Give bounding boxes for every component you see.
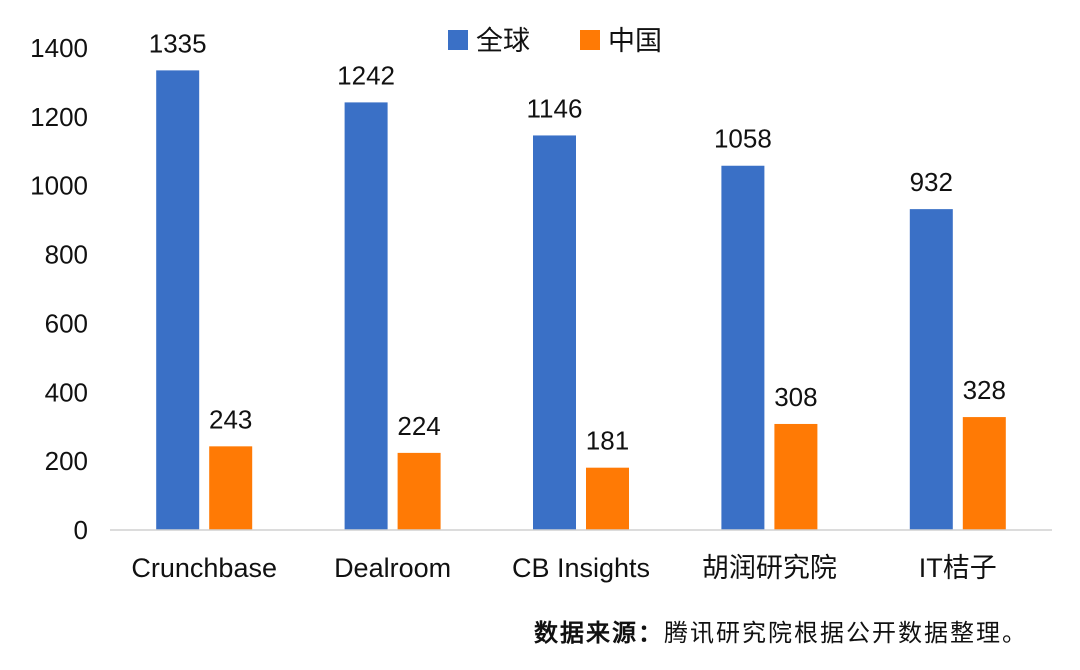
- bars: 1335 243 1242 224 1146 181 1058 308 932 328: [149, 28, 1006, 530]
- y-tick-label: 200: [45, 446, 88, 476]
- y-axis: 0 200 400 600 800 1000 1200 1400: [30, 33, 88, 545]
- data-label: 181: [586, 426, 629, 456]
- legend-label: 中国: [608, 26, 662, 56]
- x-category-label: CB Insights: [512, 553, 650, 583]
- x-category-label: Crunchbase: [131, 553, 277, 583]
- legend-label: 全球: [476, 26, 530, 56]
- data-label: 243: [209, 404, 252, 434]
- data-label: 224: [397, 411, 440, 441]
- bar-global: [909, 209, 953, 530]
- y-tick-label: 1400: [30, 33, 88, 63]
- legend: 全球 中国: [448, 26, 662, 56]
- data-label: 328: [963, 375, 1006, 405]
- data-source-note: 数据来源：腾讯研究院根据公开数据整理。: [534, 613, 1028, 648]
- bar-global: [156, 70, 200, 530]
- data-label: 1335: [149, 28, 207, 58]
- bar-china: [774, 423, 818, 530]
- bar-global: [721, 165, 765, 530]
- data-label: 1146: [527, 93, 583, 123]
- bar-china: [586, 467, 629, 530]
- legend-swatch: [580, 30, 600, 50]
- bar-china: [209, 446, 253, 530]
- y-tick-label: 0: [74, 515, 88, 545]
- legend-swatch: [448, 30, 468, 50]
- x-category-label: IT桔子: [919, 553, 997, 583]
- bar-global: [533, 135, 576, 530]
- data-label: 1058: [714, 124, 772, 154]
- y-tick-label: 1000: [30, 171, 88, 201]
- y-tick-label: 600: [45, 308, 88, 338]
- bar-china: [397, 452, 441, 530]
- y-tick-label: 1200: [30, 102, 88, 132]
- x-category-label: Dealroom: [334, 553, 451, 583]
- y-tick-label: 400: [45, 377, 88, 407]
- y-tick-label: 800: [45, 240, 88, 270]
- bar-chart: 0 200 400 600 800 1000 1200 1400 1335 243 1242 224…: [30, 26, 1052, 583]
- source-label: 数据来源：: [534, 618, 664, 647]
- bar-china: [962, 417, 1006, 530]
- data-label: 308: [774, 382, 817, 412]
- x-category-label: 胡润研究院: [702, 553, 837, 583]
- source-text: 腾讯研究院根据公开数据整理。: [664, 619, 1028, 647]
- x-axis: Crunchbase Dealroom CB Insights 胡润研究院 IT桔子: [110, 529, 1052, 583]
- data-label: 1242: [337, 60, 395, 90]
- bar-global: [344, 102, 388, 530]
- data-label: 932: [910, 167, 953, 197]
